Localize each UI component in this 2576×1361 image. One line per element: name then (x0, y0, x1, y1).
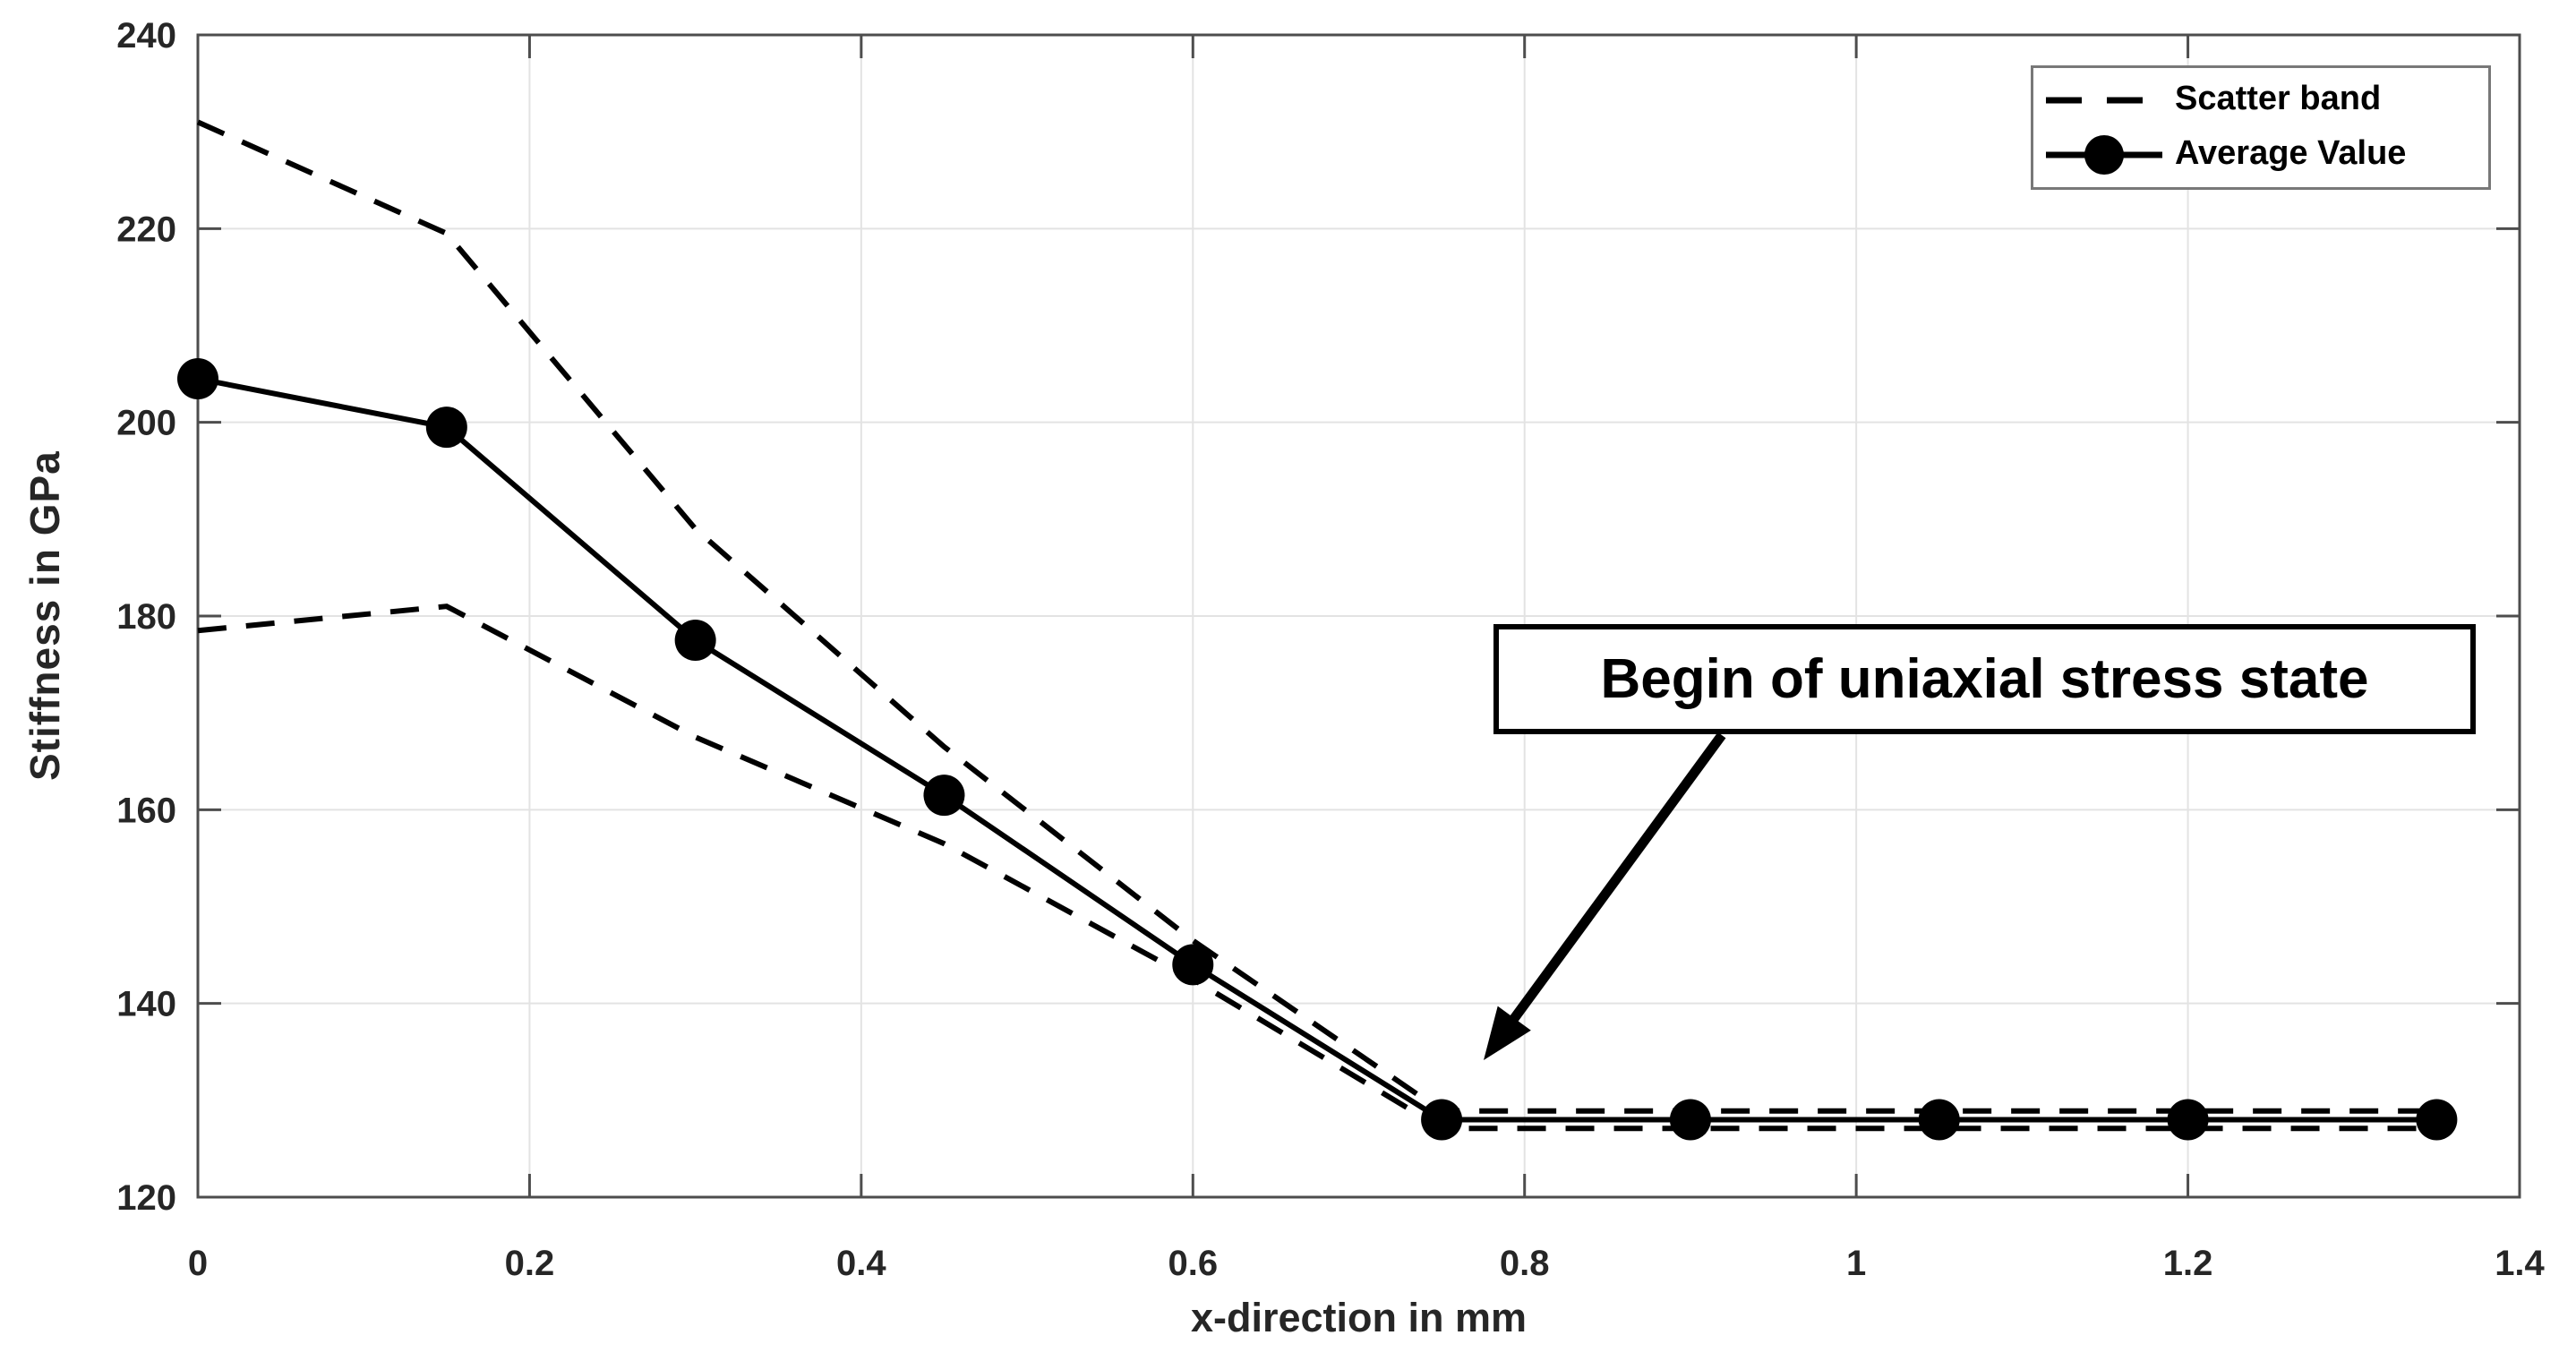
x-tick-label: 1 (1846, 1244, 1866, 1283)
annotation-arrowhead (1484, 1006, 1531, 1060)
legend-label-average-value: Average Value (2175, 133, 2407, 172)
x-axis-title: x-direction in mm (1190, 1295, 1528, 1340)
dashed-line-sample-icon (2046, 97, 2162, 104)
y-axis-title: Stiffness in GPa (21, 450, 68, 782)
y-tick-label: 140 (116, 985, 176, 1024)
average-line (197, 376, 2437, 1123)
y-tick-label: 200 (116, 404, 176, 443)
y-tick-label: 160 (116, 791, 176, 830)
average-marker (1172, 944, 1214, 986)
average-marker (1669, 1099, 1711, 1141)
average-marker (1421, 1099, 1463, 1141)
annotation-arrow-shaft (1495, 732, 1726, 1042)
average-marker (674, 620, 716, 662)
solid-line-marker-sample-icon (2046, 134, 2162, 175)
average-marker (1918, 1099, 1960, 1141)
x-tick-label: 0.4 (836, 1244, 886, 1283)
average-marker (2416, 1099, 2458, 1141)
x-tick-label: 0.8 (1500, 1244, 1550, 1283)
average-marker (2167, 1099, 2209, 1141)
legend-entry-average-value: Average Value (2046, 133, 2476, 176)
legend-label-scatter-band: Scatter band (2175, 80, 2382, 118)
annotation-text: Begin of uniaxial stress state (1600, 648, 2369, 710)
annotation-box: Begin of uniaxial stress state (1493, 624, 2476, 734)
x-tick-label: 0 (188, 1244, 208, 1283)
scatter-band-upper-line (196, 119, 2437, 1114)
average-marker (177, 357, 218, 399)
y-tick-label: 120 (116, 1178, 176, 1218)
legend-entry-scatter-band: Scatter band (2046, 79, 2476, 122)
x-tick-label: 0.6 (1168, 1244, 1218, 1283)
y-tick-label: 180 (116, 597, 176, 637)
average-marker (425, 407, 467, 449)
y-tick-label: 220 (116, 210, 176, 249)
scatter-band-lower-line (197, 603, 2437, 1132)
average-marker (923, 775, 965, 817)
x-tick-label: 0.2 (505, 1244, 555, 1283)
x-tick-label: 1.4 (2495, 1244, 2545, 1283)
legend: Scatter band Average Value (2031, 65, 2491, 190)
y-tick-label: 240 (116, 16, 176, 56)
x-tick-label: 1.2 (2163, 1244, 2213, 1283)
